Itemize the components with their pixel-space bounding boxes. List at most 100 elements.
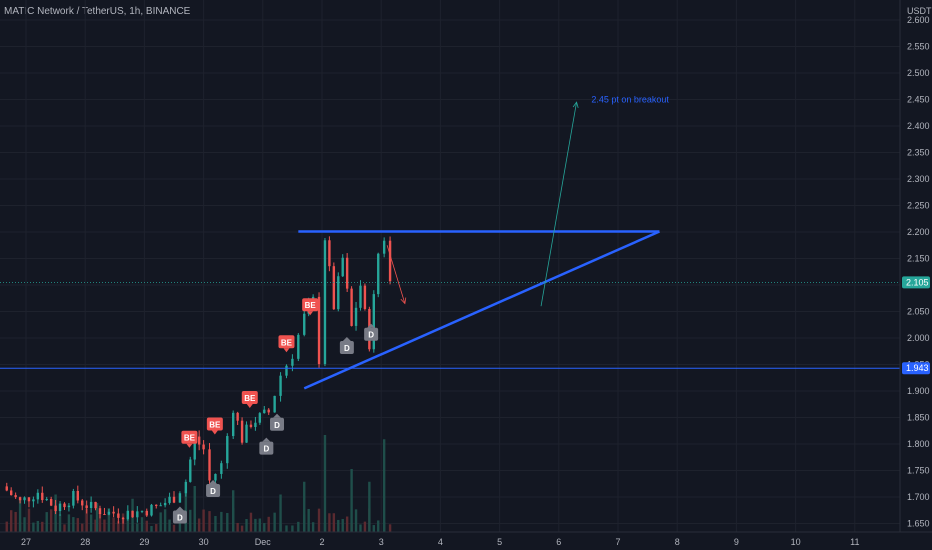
target-arrow-head: [572, 101, 579, 109]
candle-body: [202, 444, 205, 450]
volume-bar: [245, 518, 248, 532]
volume-bar: [10, 510, 13, 532]
volume-bar: [14, 511, 17, 532]
buy-signal-label: D: [270, 413, 285, 431]
volume-bar: [140, 517, 144, 532]
candle-body: [291, 358, 294, 366]
volume-bar: [332, 513, 336, 532]
x-tick-label: 2: [319, 537, 324, 547]
candle-body: [168, 496, 171, 503]
candle-body: [49, 499, 53, 506]
signal-text: BE: [184, 434, 196, 443]
volume-bar: [172, 524, 176, 532]
volume-bar: [168, 519, 171, 532]
candle-body: [249, 424, 253, 427]
candle-body: [85, 505, 88, 508]
signal-box: [206, 417, 223, 431]
volume-bar: [202, 509, 205, 532]
candle-body: [323, 240, 327, 365]
candle-body: [81, 500, 84, 506]
volume-bar: [208, 511, 211, 532]
x-tick-label: 6: [556, 537, 561, 547]
volume-bar: [117, 521, 120, 532]
candle-body: [63, 503, 66, 508]
volume-bar: [307, 508, 310, 532]
candle-body: [197, 436, 201, 445]
sell-signal-label: BE: [302, 298, 319, 316]
candle-body: [337, 276, 340, 310]
signal-box: [241, 390, 258, 404]
x-tick-label: 7: [615, 537, 620, 547]
volume-bar: [81, 523, 84, 532]
volume-bar: [220, 511, 223, 532]
signal-box: [302, 298, 319, 312]
candle-body: [14, 495, 17, 498]
candle-body: [388, 240, 392, 282]
signal-pointer: [246, 403, 253, 408]
volume-bar: [159, 512, 162, 532]
volume-bar: [5, 521, 8, 532]
volume-bar: [41, 521, 44, 532]
volume-bar: [103, 519, 106, 532]
signal-text: D: [263, 445, 269, 454]
candle-body: [136, 511, 139, 518]
volume-bar: [258, 518, 262, 532]
volume-bar: [273, 512, 276, 532]
sell-signal-label: BE: [241, 390, 258, 408]
candle-body: [350, 288, 353, 326]
candle-body: [94, 501, 97, 509]
candle-body: [89, 501, 93, 508]
volume-bar: [226, 513, 229, 532]
candle-body: [359, 285, 362, 308]
x-tick-label: 27: [21, 537, 31, 547]
volume-bar: [136, 523, 139, 532]
volume-bar: [263, 523, 266, 532]
signal-text: BE: [244, 394, 256, 403]
signal-text: D: [344, 344, 350, 353]
candle-body: [178, 493, 182, 503]
volume-bar: [32, 522, 35, 532]
volume-bar: [189, 509, 192, 532]
candle-body: [163, 502, 167, 506]
volume-bar-spike: [279, 494, 282, 532]
candle-body: [285, 365, 288, 376]
volume-bar-spike: [18, 498, 22, 532]
candle-body: [150, 504, 153, 516]
y-tick-label: 1.800: [907, 439, 930, 449]
candle-body: [263, 409, 266, 414]
drawings: 2.45 pt on breakout: [0, 95, 900, 390]
volume-bar: [94, 519, 97, 532]
y-tick-label: 2.050: [907, 307, 930, 317]
y-tick-label: 2.150: [907, 254, 930, 264]
signal-pointer: [175, 506, 184, 511]
volume-bar: [112, 517, 115, 532]
x-tick-label: 5: [497, 537, 502, 547]
candle-body: [145, 510, 148, 516]
signal-pointer: [283, 348, 290, 353]
volume-bar: [363, 521, 367, 532]
time-axis-bg: [0, 532, 932, 550]
volume-bar: [236, 522, 239, 532]
volume-bar: [377, 520, 380, 532]
candle-body: [226, 436, 229, 464]
volume-bar-spike: [323, 435, 327, 532]
signal-box: [339, 340, 354, 354]
candle-body: [297, 334, 300, 359]
candle-body: [254, 422, 257, 427]
volume-bar: [107, 508, 111, 532]
y-tick-label: 2.200: [907, 227, 930, 237]
volume-bar: [89, 514, 93, 532]
y-tick-label: 1.700: [907, 492, 930, 502]
candle-body: [103, 514, 106, 516]
candle-body: [341, 257, 344, 277]
candle-body: [214, 473, 217, 481]
signal-text: D: [368, 331, 374, 340]
signal-text: BE: [209, 420, 221, 429]
signal-text: BE: [281, 338, 293, 347]
candle-body: [220, 463, 223, 474]
volume-bar-spike: [350, 469, 353, 532]
candle-body: [232, 412, 235, 437]
signal-pointer: [262, 437, 271, 442]
volume-bar: [341, 518, 344, 532]
